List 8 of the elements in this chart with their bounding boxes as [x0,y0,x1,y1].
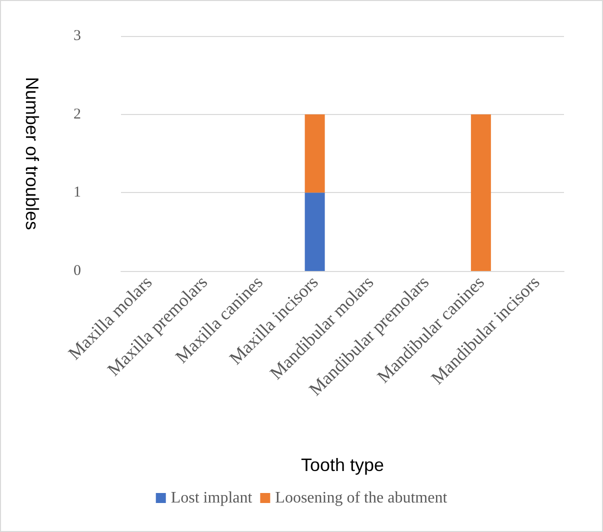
y-tick-label: 1 [74,184,81,201]
legend-label: Lost implant [170,490,253,506]
y-tick-label: 2 [74,106,81,122]
legend-label: Loosening of the abutment [275,490,448,506]
y-tick-label: 0 [74,263,81,279]
x-axis-title: Tooth type [300,455,384,475]
y-tick-label: 3 [74,28,81,44]
y-axis-title: Number of troubles [22,76,42,230]
